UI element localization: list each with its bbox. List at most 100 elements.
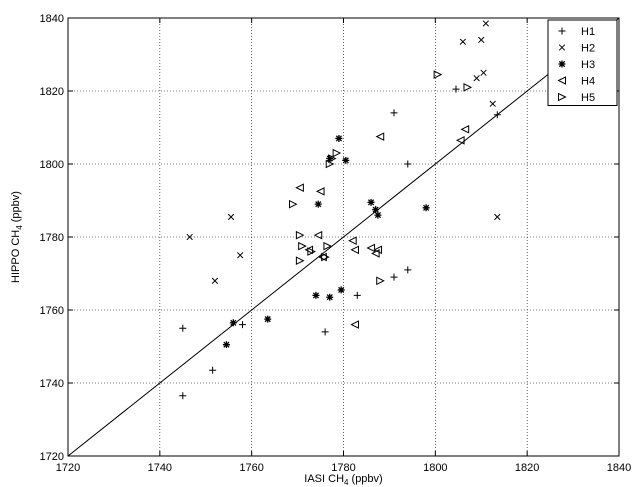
data-point-h5 [288, 199, 298, 209]
legend-label-h1: H1 [581, 26, 595, 38]
data-point-h4 [348, 236, 357, 245]
data-point-h3 [367, 198, 375, 206]
data-point-h3 [372, 206, 380, 214]
data-point-h4 [350, 320, 359, 329]
data-point-h5 [295, 256, 305, 266]
data-point-h2 [480, 69, 487, 76]
reference-line-layer [67, 17, 620, 457]
data-point-h1 [238, 321, 246, 329]
series-h3 [222, 134, 430, 349]
x-tick-label: 1820 [515, 462, 539, 474]
series-h4 [295, 125, 470, 329]
legend-box [547, 19, 618, 106]
data-point-h2 [459, 38, 467, 45]
data-point-h2 [489, 100, 496, 107]
x-tick-label: 1800 [423, 462, 447, 474]
data-point-h1 [390, 109, 398, 117]
data-point-h3 [422, 204, 430, 212]
y-axis-label: HIPPO CH4 (ppbv) [10, 191, 24, 283]
series-h5 [288, 70, 473, 286]
data-point-h5 [295, 230, 305, 240]
x-tick-label: 1760 [239, 462, 263, 474]
y-tick-label: 1820 [40, 86, 64, 98]
y-tick-label: 1840 [40, 13, 64, 25]
data-point-h1 [404, 266, 412, 274]
data-point-h2 [237, 252, 244, 259]
data-point-h3 [222, 341, 230, 349]
data-point-h2 [494, 213, 501, 221]
x-tick-label: 1840 [607, 462, 631, 474]
legend-label-h2: H2 [581, 43, 595, 55]
x-tick-label: 1780 [331, 462, 355, 474]
one-to-one-line [67, 17, 620, 457]
x-tick-label: 1740 [148, 462, 172, 474]
data-point-h1 [390, 273, 398, 281]
data-point-h1 [493, 111, 501, 119]
x-tick-label: 1720 [56, 462, 80, 474]
data-point-h3 [326, 155, 334, 163]
data-point-h3 [326, 293, 334, 301]
data-point-h3 [264, 315, 272, 323]
legend-marker-h1 [558, 27, 566, 35]
data-point-h3 [337, 286, 345, 294]
data-point-h5 [433, 70, 443, 79]
data-point-h1 [404, 160, 412, 168]
legend-marker-h5 [558, 92, 567, 102]
data-point-h4 [313, 230, 323, 240]
data-point-h4 [318, 252, 327, 262]
data-point-h2 [227, 213, 235, 221]
data-point-h4 [373, 245, 382, 255]
y-tick-label: 1720 [40, 451, 64, 463]
data-point-h3 [335, 134, 343, 142]
data-point-h2 [482, 20, 489, 27]
data-point-h4 [295, 183, 304, 193]
data-point-h5 [463, 83, 473, 92]
data-point-h2 [211, 277, 219, 284]
legend-label-h4: H4 [581, 76, 595, 88]
legend: H1 H2 H3 H4 H5 [547, 19, 618, 106]
data-point-h4 [371, 249, 380, 258]
data-point-h4 [366, 243, 376, 253]
legend-label-h3: H3 [581, 59, 595, 71]
data-point-h5 [332, 148, 342, 158]
data-point-h1 [353, 291, 361, 299]
data-points [179, 20, 501, 400]
data-point-h2 [186, 233, 193, 241]
data-point-h4 [315, 187, 325, 196]
data-point-h4 [460, 125, 470, 134]
y-tick-label: 1780 [40, 232, 64, 244]
data-point-h3 [314, 200, 322, 208]
data-point-h5 [323, 241, 333, 251]
y-tick-label: 1760 [40, 305, 64, 317]
legend-marker-h3 [558, 60, 566, 68]
data-point-h5 [328, 154, 337, 163]
data-point-h4 [455, 135, 465, 145]
x-axis-label: IASI CH4 (ppbv) [304, 473, 382, 487]
y-tick-label: 1800 [40, 159, 64, 171]
data-point-h5 [376, 276, 385, 286]
data-point-h1 [179, 324, 187, 332]
y-tick-label: 1740 [40, 378, 64, 390]
data-point-h3 [229, 319, 237, 327]
data-point-h5 [298, 241, 307, 251]
legend-marker-h2 [558, 44, 566, 51]
tick-labels: 1720 1740 1760 1780 1800 1820 1840 1720 1740 1760… [40, 13, 632, 474]
data-point-h5 [321, 252, 330, 262]
axis-ticks [67, 17, 620, 457]
data-point-h3 [374, 211, 382, 219]
legend-label-h5: H5 [581, 92, 595, 104]
data-point-h1 [179, 392, 187, 400]
data-point-h4 [304, 245, 314, 255]
legend-marker-h4 [557, 76, 566, 85]
data-point-h1 [209, 366, 217, 374]
data-point-h2 [473, 75, 480, 82]
data-point-h5 [325, 159, 335, 169]
data-point-h1 [321, 328, 329, 336]
data-point-h1 [452, 85, 460, 93]
data-point-h4 [375, 132, 385, 141]
series-h2 [186, 20, 501, 284]
data-point-h5 [307, 247, 316, 256]
data-point-h4 [350, 245, 359, 255]
data-point-h3 [312, 291, 320, 299]
